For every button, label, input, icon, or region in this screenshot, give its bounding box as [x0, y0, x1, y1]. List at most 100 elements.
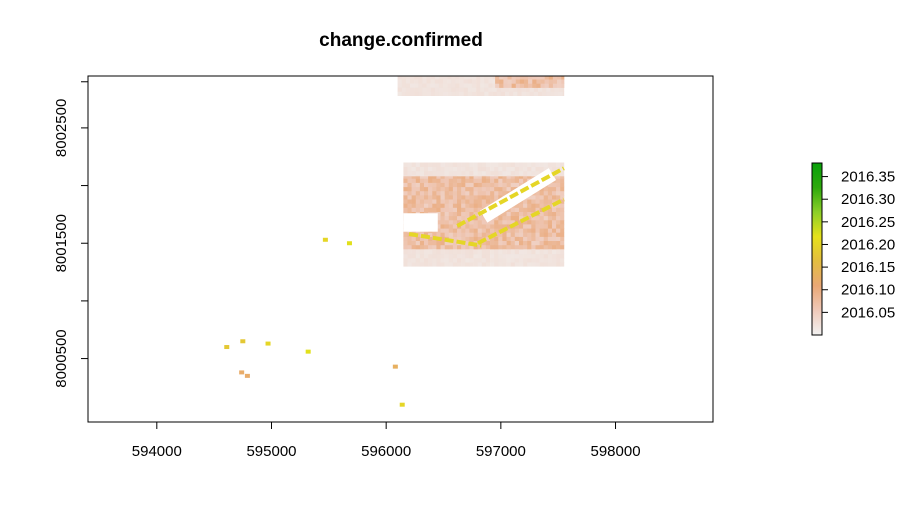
legend-tick-label: 2016.15	[841, 259, 895, 276]
raster-cell	[451, 87, 456, 92]
raster-cell	[461, 262, 466, 267]
raster-cell	[448, 207, 454, 212]
raster-cell	[424, 199, 429, 204]
raster-cell	[562, 91, 565, 96]
raster-cell	[432, 186, 437, 192]
raster-cell	[455, 87, 460, 92]
raster-cell	[440, 215, 445, 221]
raster-cell	[547, 253, 553, 259]
legend-tick-label: 2016.35	[841, 169, 895, 186]
raster-cell	[546, 91, 551, 96]
raster-cell	[432, 249, 437, 255]
raster-cell	[397, 76, 402, 80]
raster-cell	[510, 249, 516, 255]
raster-cell	[424, 190, 429, 196]
raster-cell	[438, 91, 444, 96]
raster-cell	[430, 83, 436, 88]
raster-cell	[469, 224, 474, 229]
raster-cell	[443, 83, 448, 88]
raster-cell	[415, 207, 421, 212]
raster-cell	[543, 253, 549, 259]
raster-cell	[506, 170, 511, 176]
raster-cell	[507, 83, 512, 88]
raster-cell	[556, 186, 561, 192]
raster-cell	[415, 236, 421, 241]
raster-cell	[523, 224, 528, 229]
raster-cell	[465, 166, 470, 172]
raster-cell	[452, 178, 458, 183]
raster-cell	[539, 215, 544, 221]
raster-cell	[556, 190, 561, 196]
raster-cell	[506, 211, 511, 217]
isolated-pixel	[399, 402, 405, 407]
raster-cell	[527, 219, 532, 225]
raster-cell	[407, 176, 412, 179]
raster-cell	[498, 249, 503, 255]
raster-cell	[494, 262, 499, 267]
isolated-pixel	[240, 339, 246, 344]
raster-cell	[407, 182, 412, 188]
raster-cell	[411, 262, 416, 267]
raster-cell	[490, 199, 495, 204]
raster-cell	[495, 83, 500, 88]
raster-cell	[403, 207, 408, 212]
raster-cell	[510, 215, 516, 221]
raster-cell	[467, 87, 473, 92]
raster-cell	[436, 178, 441, 183]
raster-cell	[485, 166, 491, 172]
raster-cell	[510, 178, 516, 183]
raster-cell	[415, 253, 421, 259]
raster-cell	[422, 83, 427, 88]
raster-cell	[560, 178, 565, 183]
raster-cell	[505, 91, 510, 96]
isolated-pixel	[346, 241, 352, 246]
raster-cell	[527, 211, 532, 217]
raster-cell	[424, 203, 429, 208]
isolated-pixel	[244, 373, 250, 378]
raster-cell	[532, 76, 537, 80]
raster-cell	[411, 166, 416, 172]
raster-cell	[467, 79, 473, 84]
raster-cell	[519, 228, 524, 233]
raster-cell	[485, 240, 491, 246]
raster-cell	[490, 182, 495, 188]
raster-cell	[465, 224, 470, 229]
change-edge	[477, 197, 565, 246]
raster-cell	[533, 91, 539, 96]
raster-cell	[444, 240, 450, 246]
raster-cell	[463, 79, 469, 84]
raster-cell	[477, 170, 483, 176]
raster-cell	[499, 76, 504, 80]
raster-cell	[403, 199, 408, 204]
raster-cell	[448, 162, 454, 167]
raster-cell	[452, 207, 458, 212]
raster-cell	[544, 83, 550, 88]
raster-cell	[523, 232, 528, 237]
raster-cell	[535, 170, 540, 176]
raster-cell	[448, 166, 454, 172]
raster-cell	[527, 232, 532, 237]
raster-cell	[444, 228, 450, 233]
raster-cell	[523, 211, 528, 217]
raster-cell	[436, 262, 441, 267]
isolated-pixel	[392, 364, 398, 369]
raster-cell	[459, 87, 464, 92]
raster-cell	[531, 262, 536, 267]
raster-cell	[473, 262, 478, 267]
raster-cell	[488, 76, 493, 80]
raster-cell	[535, 203, 540, 208]
raster-cell	[477, 203, 483, 208]
raster-cell	[428, 240, 433, 246]
raster-cell	[448, 219, 454, 225]
raster-cell	[519, 215, 524, 221]
raster-cell	[494, 195, 499, 200]
raster-cell	[523, 253, 528, 259]
raster-cell	[403, 249, 408, 255]
raster-cell	[506, 219, 511, 225]
raster-cell	[440, 190, 445, 196]
raster-cell	[535, 219, 540, 225]
x-tick-label: 597000	[476, 443, 526, 460]
raster-cell	[502, 186, 507, 192]
raster-cell	[523, 199, 528, 204]
raster-cell	[510, 182, 516, 188]
